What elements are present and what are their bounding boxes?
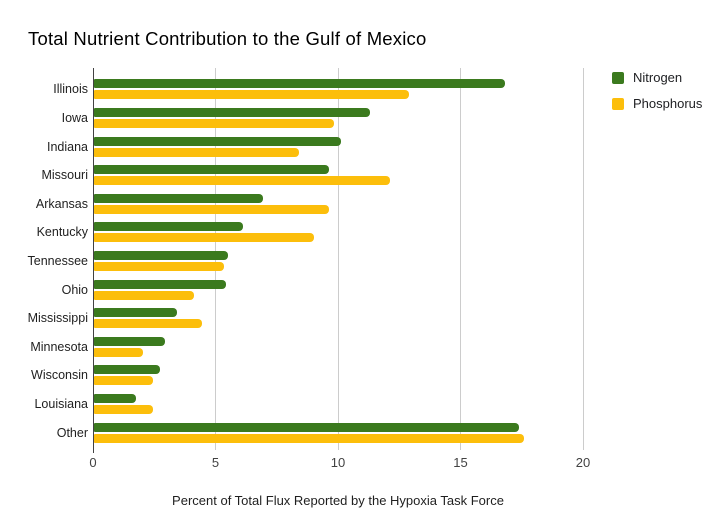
legend-label-phosphorus: Phosphorus xyxy=(633,96,703,111)
bar-nitrogen-arkansas[interactable] xyxy=(94,193,263,203)
bar-phosphorus-other[interactable] xyxy=(94,433,525,443)
bar-phosphorus-minnesota[interactable] xyxy=(94,347,143,357)
bar-nitrogen-mississippi[interactable] xyxy=(94,308,178,318)
bar-phosphorus-missouri[interactable] xyxy=(94,176,390,186)
bar-phosphorus-illinois[interactable] xyxy=(94,90,410,100)
category-label-mississippi: Mississippi xyxy=(27,311,88,326)
bar-row-tennessee xyxy=(94,247,583,276)
bar-nitrogen-louisiana[interactable] xyxy=(94,394,136,403)
category-label-wisconsin: Wisconsin xyxy=(31,368,88,383)
gridline-x-10 xyxy=(337,68,339,450)
bar-row-wisconsin xyxy=(94,361,583,390)
bar-phosphorus-wisconsin[interactable] xyxy=(94,376,153,386)
gridline-x-20 xyxy=(582,68,584,450)
x-tick-label-0: 0 xyxy=(89,455,97,470)
legend-swatch-nitrogen xyxy=(612,71,624,84)
bar-nitrogen-missouri[interactable] xyxy=(94,165,329,175)
category-label-iowa: Iowa xyxy=(61,110,88,125)
category-label-arkansas: Arkansas xyxy=(35,196,88,211)
bar-nitrogen-tennessee[interactable] xyxy=(94,250,229,260)
bar-rows xyxy=(94,75,583,447)
category-label-illinois: Illinois xyxy=(53,82,88,97)
chart-title: Total Nutrient Contribution to the Gulf … xyxy=(28,28,427,49)
category-label-other: Other xyxy=(56,425,88,440)
bar-nitrogen-ohio[interactable] xyxy=(94,279,227,289)
bar-nitrogen-other[interactable] xyxy=(94,422,520,432)
category-label-minnesota: Minnesota xyxy=(30,339,88,354)
bar-phosphorus-arkansas[interactable] xyxy=(94,204,329,214)
bar-phosphorus-louisiana[interactable] xyxy=(94,405,153,414)
legend-item-phosphorus[interactable]: Phosphorus xyxy=(612,96,702,111)
x-tick-label-20: 20 xyxy=(575,455,591,470)
bar-nitrogen-illinois[interactable] xyxy=(94,79,505,89)
bar-row-other xyxy=(94,418,583,447)
bar-row-ohio xyxy=(94,275,583,304)
bar-nitrogen-wisconsin[interactable] xyxy=(94,365,160,375)
bar-phosphorus-kentucky[interactable] xyxy=(94,233,315,243)
bar-row-arkansas xyxy=(94,189,583,218)
legend-label-nitrogen: Nitrogen xyxy=(633,70,683,85)
legend-item-nitrogen[interactable]: Nitrogen xyxy=(612,70,702,85)
y-axis-line xyxy=(93,68,94,453)
category-label-ohio: Ohio xyxy=(61,282,88,297)
bar-nitrogen-iowa[interactable] xyxy=(94,107,371,117)
bar-row-louisiana xyxy=(94,390,583,419)
bar-nitrogen-kentucky[interactable] xyxy=(94,222,244,232)
bar-row-mississippi xyxy=(94,304,583,333)
bar-phosphorus-iowa[interactable] xyxy=(94,118,334,128)
bar-nitrogen-indiana[interactable] xyxy=(94,136,341,146)
bar-phosphorus-ohio[interactable] xyxy=(94,290,195,300)
category-label-louisiana: Louisiana xyxy=(34,397,88,411)
bar-row-illinois xyxy=(94,75,583,104)
bar-phosphorus-indiana[interactable] xyxy=(94,147,300,157)
bar-row-indiana xyxy=(94,132,583,161)
bar-nitrogen-minnesota[interactable] xyxy=(94,336,165,346)
legend: Nitrogen Phosphorus xyxy=(612,70,702,111)
bar-row-kentucky xyxy=(94,218,583,247)
x-tick-label-10: 10 xyxy=(330,455,346,470)
bar-row-missouri xyxy=(94,161,583,190)
bar-phosphorus-mississippi[interactable] xyxy=(94,319,202,329)
x-tick-label-15: 15 xyxy=(453,455,468,470)
category-axis-labels: Illinois Iowa Indiana Missouri Arkansas Kentu… xyxy=(0,75,88,447)
x-tick-label-5: 5 xyxy=(211,455,220,470)
x-axis-title: Percent of Total Flux Reported by the Hy… xyxy=(172,493,504,508)
bar-phosphorus-tennessee[interactable] xyxy=(94,261,224,271)
category-label-indiana: Indiana xyxy=(46,139,88,154)
legend-swatch-phosphorus xyxy=(612,97,624,110)
category-label-kentucky: Kentucky xyxy=(36,225,88,240)
category-label-tennessee: Tennessee xyxy=(27,253,88,268)
bar-row-iowa xyxy=(94,104,583,133)
gridline-x-15 xyxy=(460,68,461,450)
category-label-missouri: Missouri xyxy=(41,168,88,183)
bar-row-minnesota xyxy=(94,332,583,361)
plot-area xyxy=(93,68,584,453)
